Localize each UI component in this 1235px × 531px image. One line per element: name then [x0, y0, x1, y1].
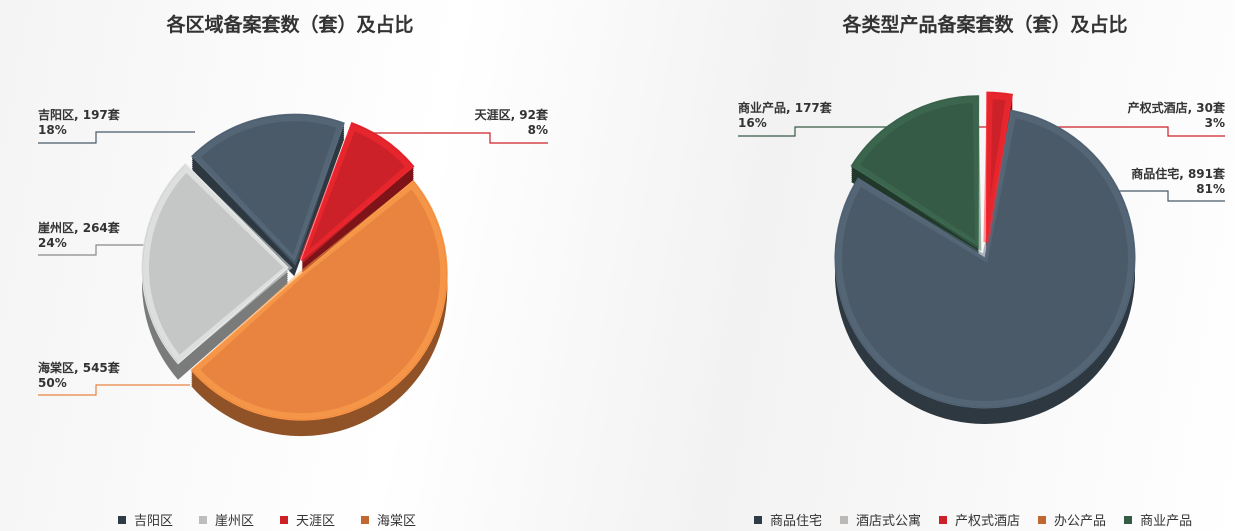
legend-swatch — [1124, 515, 1133, 524]
legend-swatch — [118, 515, 126, 524]
legend-swatch — [199, 515, 208, 524]
label-chanquan: 产权式酒店, 30套 3% — [1127, 101, 1225, 130]
label-zhuzhai: 商品住宅, 891套 81% — [1131, 167, 1225, 196]
label-tianya: 天涯区, 92套 8% — [474, 108, 548, 137]
legend-item: 商品住宅 — [754, 510, 822, 529]
legend-item: 产权式酒店 — [939, 510, 1020, 529]
legend-swatch — [754, 515, 762, 524]
legend-label: 海棠区 — [377, 514, 417, 529]
label-jiyang: 吉阳区, 197套 18% — [38, 108, 120, 137]
legend-item: 商业产品 — [1124, 510, 1192, 529]
pie-slice-rim — [192, 115, 344, 266]
legend-item: 办公产品 — [1038, 510, 1106, 529]
pie-slice-rim — [143, 164, 293, 364]
legend-label: 天涯区 — [296, 514, 336, 529]
legend-swatch — [1038, 515, 1047, 524]
legend-region: 吉阳区 崖州区 天涯区 海棠区 — [118, 510, 416, 529]
chart-title-region: 各区域备案套数（套）及占比 — [166, 14, 414, 36]
legend-label: 办公产品 — [1054, 514, 1107, 529]
legend-item: 天涯区 — [280, 510, 335, 529]
pie-slice-rim — [836, 111, 1134, 407]
leader-line-shangye — [738, 126, 920, 137]
legend-item: 崖州区 — [199, 510, 254, 529]
legend-item: 吉阳区 — [118, 510, 173, 529]
leader-line-zhuzhai — [1105, 190, 1225, 202]
legend-swatch — [280, 515, 289, 524]
legend-swatch — [361, 515, 370, 524]
legend-label: 吉阳区 — [134, 514, 174, 529]
pie-slice-崖州区[interactable] — [141, 163, 289, 365]
pie-slice-rim — [191, 181, 447, 420]
legend-label: 酒店式公寓 — [856, 514, 922, 529]
leader-line-yazhou — [38, 244, 150, 256]
chart-title-product: 各类型产品备案套数（套）及占比 — [842, 14, 1128, 36]
leader-line-tianya — [350, 132, 548, 144]
legend-swatch — [840, 515, 849, 524]
label-shangye: 商业产品, 177套 16% — [738, 101, 832, 130]
pie-slice-天涯区[interactable] — [300, 121, 415, 262]
pie-slice-rim — [852, 96, 982, 252]
legend-item: 酒店式公寓 — [840, 510, 921, 529]
pie-slice-rim — [298, 123, 414, 263]
legend-item: 海棠区 — [361, 510, 416, 529]
legend-product: 商品住宅 酒店式公寓 产权式酒店 办公产品 商业产品 — [754, 510, 1192, 529]
pie-slice-海棠区[interactable] — [190, 179, 448, 421]
label-yazhou: 崖州区, 264套 24% — [38, 221, 120, 250]
pie-slice-rim — [983, 93, 1013, 243]
legend-label: 产权式酒店 — [955, 514, 1021, 529]
leader-line-haitang — [38, 384, 190, 396]
leader-line-jiyang — [38, 131, 195, 144]
legend-swatch — [939, 515, 948, 524]
label-haitang: 海棠区, 545套 50% — [38, 361, 120, 390]
leader-line-chanquan — [965, 126, 1225, 137]
legend-label: 崖州区 — [215, 514, 255, 529]
legend-label: 商业产品 — [1140, 514, 1193, 529]
legend-label: 商品住宅 — [770, 514, 823, 529]
